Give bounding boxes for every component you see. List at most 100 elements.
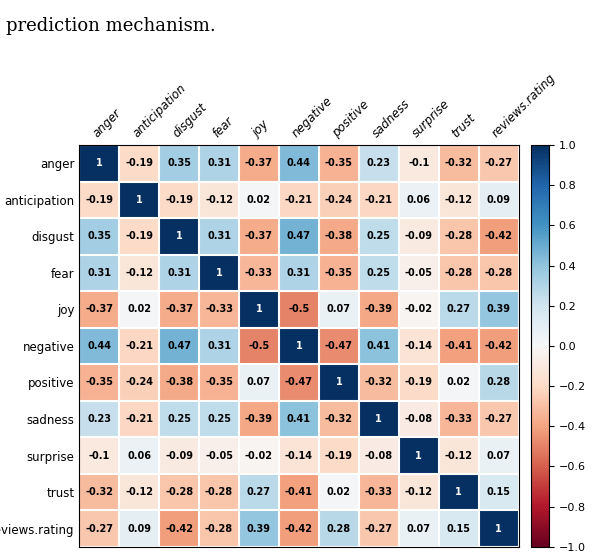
Text: -0.33: -0.33: [365, 487, 393, 497]
Text: 0.47: 0.47: [287, 232, 311, 242]
Text: 0.09: 0.09: [127, 523, 151, 533]
Text: -0.05: -0.05: [404, 268, 432, 278]
Text: -0.39: -0.39: [365, 305, 393, 315]
Text: -0.33: -0.33: [245, 268, 273, 278]
Text: -0.32: -0.32: [445, 158, 473, 169]
Text: -0.09: -0.09: [404, 232, 432, 242]
Text: -0.47: -0.47: [325, 341, 353, 351]
Text: -0.1: -0.1: [88, 450, 110, 460]
Text: -0.24: -0.24: [125, 377, 153, 387]
Text: -0.12: -0.12: [125, 487, 153, 497]
Text: -0.32: -0.32: [365, 377, 393, 387]
Text: -0.19: -0.19: [325, 450, 353, 460]
Text: 0.02: 0.02: [127, 305, 151, 315]
Text: 0.09: 0.09: [487, 195, 511, 205]
Text: 1: 1: [295, 341, 303, 351]
Text: 0.28: 0.28: [486, 377, 511, 387]
Text: 0.25: 0.25: [367, 232, 391, 242]
Text: -0.5: -0.5: [289, 305, 309, 315]
Text: 0.39: 0.39: [247, 523, 271, 533]
Text: 0.47: 0.47: [167, 341, 191, 351]
Text: -0.42: -0.42: [484, 341, 512, 351]
Text: -0.28: -0.28: [205, 487, 233, 497]
Text: -0.37: -0.37: [245, 158, 273, 169]
Text: -0.27: -0.27: [85, 523, 113, 533]
Text: -0.28: -0.28: [445, 232, 473, 242]
Text: -0.27: -0.27: [484, 414, 512, 424]
Text: -0.47: -0.47: [285, 377, 313, 387]
Text: -0.37: -0.37: [245, 232, 273, 242]
Text: 0.06: 0.06: [407, 195, 431, 205]
Text: 1: 1: [176, 232, 182, 242]
Text: -0.41: -0.41: [285, 487, 313, 497]
Text: 0.02: 0.02: [247, 195, 271, 205]
Text: -0.35: -0.35: [205, 377, 233, 387]
Text: -0.27: -0.27: [365, 523, 393, 533]
Text: 0.31: 0.31: [287, 268, 311, 278]
Text: -0.27: -0.27: [484, 158, 512, 169]
Text: 0.41: 0.41: [287, 414, 311, 424]
Text: -0.33: -0.33: [445, 414, 473, 424]
Text: -0.19: -0.19: [85, 195, 113, 205]
Text: -0.12: -0.12: [445, 450, 473, 460]
Text: -0.21: -0.21: [125, 341, 153, 351]
Text: -0.33: -0.33: [205, 305, 233, 315]
Text: -0.08: -0.08: [404, 414, 432, 424]
Text: -0.1: -0.1: [408, 158, 429, 169]
Text: 1: 1: [96, 158, 102, 169]
Text: -0.19: -0.19: [165, 195, 193, 205]
Text: -0.12: -0.12: [205, 195, 233, 205]
Text: -0.08: -0.08: [365, 450, 393, 460]
Text: prediction mechanism.: prediction mechanism.: [6, 17, 216, 35]
Text: 0.31: 0.31: [207, 341, 231, 351]
Text: 0.35: 0.35: [87, 232, 111, 242]
Text: 1: 1: [415, 450, 422, 460]
Text: 0.06: 0.06: [127, 450, 151, 460]
Text: -0.32: -0.32: [325, 414, 353, 424]
Text: 0.07: 0.07: [407, 523, 431, 533]
Text: -0.41: -0.41: [445, 341, 473, 351]
Text: 0.25: 0.25: [167, 414, 191, 424]
Text: -0.28: -0.28: [165, 487, 193, 497]
Text: 0.23: 0.23: [87, 414, 111, 424]
Text: -0.02: -0.02: [404, 305, 432, 315]
Text: 0.15: 0.15: [447, 523, 470, 533]
Text: 1: 1: [136, 195, 143, 205]
Text: -0.21: -0.21: [365, 195, 393, 205]
Text: -0.05: -0.05: [205, 450, 233, 460]
Text: 0.23: 0.23: [367, 158, 391, 169]
Text: 1: 1: [375, 414, 382, 424]
Text: 0.27: 0.27: [447, 305, 470, 315]
Text: -0.14: -0.14: [285, 450, 313, 460]
Text: 0.31: 0.31: [207, 232, 231, 242]
Text: -0.09: -0.09: [165, 450, 193, 460]
Text: 0.39: 0.39: [487, 305, 511, 315]
Text: -0.28: -0.28: [484, 268, 512, 278]
Text: 0.02: 0.02: [327, 487, 351, 497]
Text: -0.12: -0.12: [445, 195, 473, 205]
Text: -0.35: -0.35: [85, 377, 113, 387]
Text: -0.42: -0.42: [484, 232, 512, 242]
Text: -0.19: -0.19: [125, 232, 153, 242]
Text: 0.31: 0.31: [87, 268, 111, 278]
Text: 1: 1: [336, 377, 342, 387]
Text: -0.19: -0.19: [125, 158, 153, 169]
Text: 0.25: 0.25: [207, 414, 231, 424]
Text: -0.19: -0.19: [404, 377, 432, 387]
Text: -0.12: -0.12: [125, 268, 153, 278]
Text: -0.24: -0.24: [325, 195, 353, 205]
Text: 0.02: 0.02: [447, 377, 470, 387]
Text: 0.25: 0.25: [367, 268, 391, 278]
Text: -0.32: -0.32: [85, 487, 113, 497]
Text: 0.27: 0.27: [247, 487, 271, 497]
Text: 0.35: 0.35: [167, 158, 191, 169]
Text: 0.15: 0.15: [487, 487, 511, 497]
Text: 0.31: 0.31: [167, 268, 191, 278]
Text: 1: 1: [495, 523, 502, 533]
Text: -0.38: -0.38: [165, 377, 193, 387]
Text: -0.39: -0.39: [245, 414, 273, 424]
Text: -0.35: -0.35: [325, 158, 353, 169]
Text: -0.37: -0.37: [85, 305, 113, 315]
Text: 0.44: 0.44: [87, 341, 111, 351]
Text: -0.42: -0.42: [165, 523, 193, 533]
